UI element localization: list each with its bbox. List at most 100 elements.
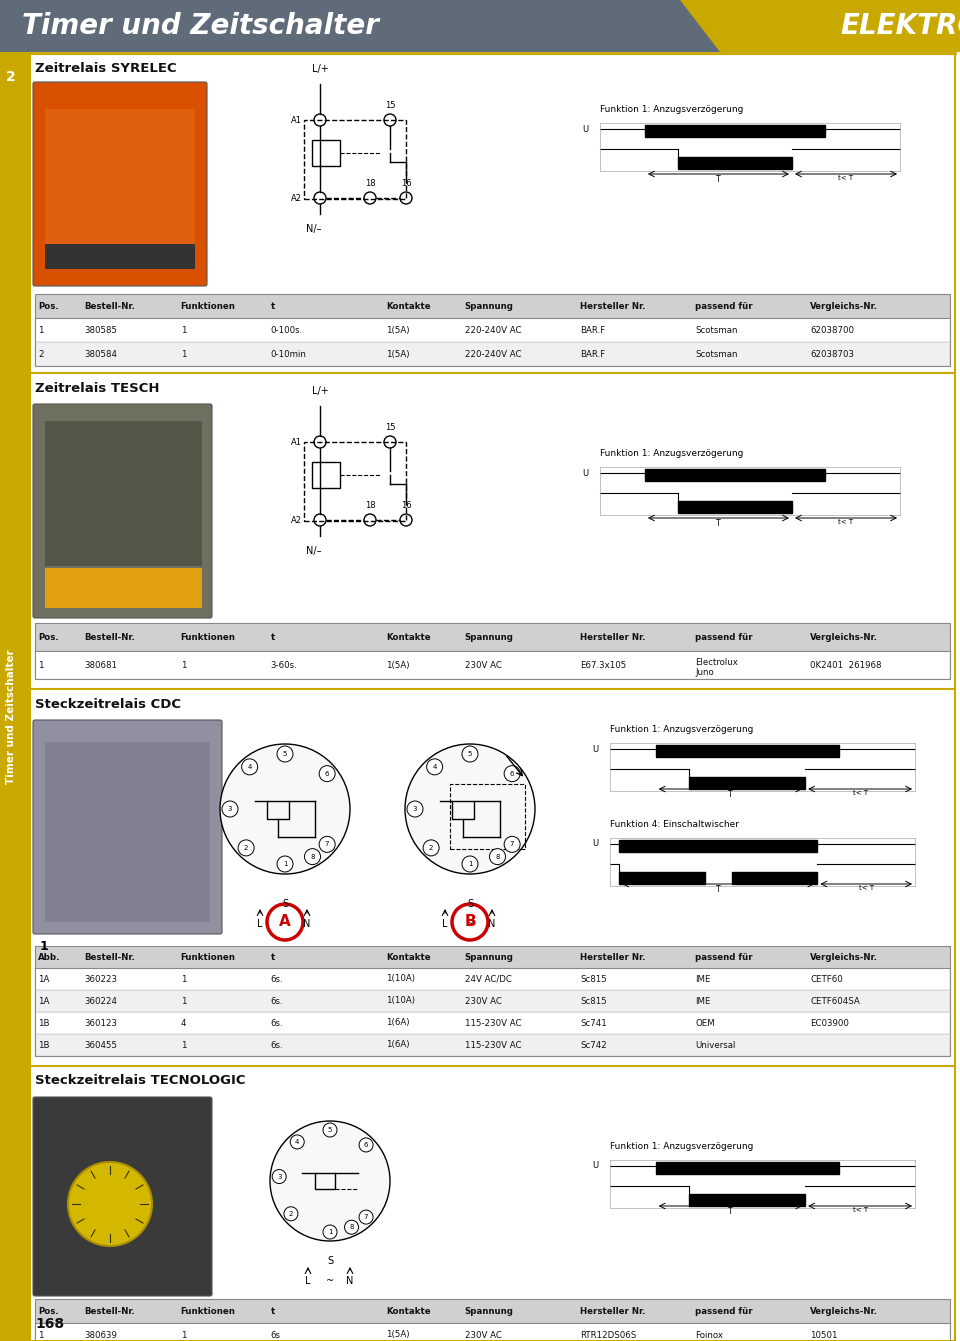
Bar xyxy=(35,342,950,366)
Bar xyxy=(304,443,406,522)
Text: Kontakte: Kontakte xyxy=(386,1306,430,1316)
Text: 380681: 380681 xyxy=(84,661,117,669)
Circle shape xyxy=(304,849,321,865)
Text: Pos.: Pos. xyxy=(38,1306,59,1316)
Text: A1: A1 xyxy=(291,437,302,447)
Text: RTR12DS06S: RTR12DS06S xyxy=(580,1330,636,1340)
Text: Zeitrelais SYRELEC: Zeitrelais SYRELEC xyxy=(35,62,177,75)
Bar xyxy=(315,1173,335,1189)
Text: 0-10min: 0-10min xyxy=(271,350,306,358)
Text: t< T: t< T xyxy=(852,790,868,797)
Text: t: t xyxy=(271,952,275,961)
Circle shape xyxy=(407,801,423,817)
Text: 360224: 360224 xyxy=(84,996,117,1006)
Text: 7: 7 xyxy=(510,841,515,848)
Text: 230V AC: 230V AC xyxy=(465,1330,502,1340)
Text: passend für: passend für xyxy=(695,302,753,311)
Text: T: T xyxy=(716,174,721,184)
Bar xyxy=(35,650,950,679)
Text: 18: 18 xyxy=(365,178,375,188)
Text: 115-230V AC: 115-230V AC xyxy=(465,1019,521,1027)
Text: 168: 168 xyxy=(35,1317,64,1332)
Bar xyxy=(689,1193,805,1206)
Circle shape xyxy=(423,839,439,856)
Text: N/–: N/– xyxy=(306,224,322,233)
Bar xyxy=(656,1163,839,1173)
Text: Vergleichs-Nr.: Vergleichs-Nr. xyxy=(810,633,878,641)
Text: Steckzeitrelais TECNOLOGIC: Steckzeitrelais TECNOLOGIC xyxy=(35,1074,246,1088)
Text: t< T: t< T xyxy=(852,1207,868,1214)
Text: 1: 1 xyxy=(38,661,43,669)
Text: 1(5A): 1(5A) xyxy=(386,1330,409,1340)
Text: BAR.F: BAR.F xyxy=(580,326,605,334)
Circle shape xyxy=(405,744,535,874)
Text: IME: IME xyxy=(695,996,710,1006)
Text: Hersteller Nr.: Hersteller Nr. xyxy=(580,952,645,961)
Text: L: L xyxy=(305,1277,311,1286)
Text: 230V AC: 230V AC xyxy=(465,996,502,1006)
Text: 1B: 1B xyxy=(38,1019,50,1027)
Circle shape xyxy=(270,1121,390,1240)
Text: 1(5A): 1(5A) xyxy=(386,661,409,669)
Text: Sc742: Sc742 xyxy=(580,1041,607,1050)
Circle shape xyxy=(323,1224,337,1239)
Text: Funktion 1: Anzugsverzögerung: Funktion 1: Anzugsverzögerung xyxy=(610,725,754,734)
Bar xyxy=(22,52,30,1341)
Text: 1: 1 xyxy=(468,861,472,868)
Circle shape xyxy=(222,801,238,817)
Text: Funktionen: Funktionen xyxy=(180,952,235,961)
Text: 5: 5 xyxy=(283,751,287,758)
Text: passend für: passend für xyxy=(695,1306,753,1316)
Text: 1(5A): 1(5A) xyxy=(386,350,409,358)
Text: L/+: L/+ xyxy=(312,386,328,396)
Text: 2: 2 xyxy=(6,70,16,84)
Text: 62038700: 62038700 xyxy=(810,326,854,334)
Bar xyxy=(35,318,950,342)
Bar xyxy=(0,0,960,52)
Text: Bestell-Nr.: Bestell-Nr. xyxy=(84,633,135,641)
Bar xyxy=(645,469,825,481)
Text: 6s: 6s xyxy=(271,1330,280,1340)
Text: S: S xyxy=(282,898,288,909)
Text: U: U xyxy=(582,125,588,134)
Text: 6: 6 xyxy=(364,1143,369,1148)
Text: 1(10A): 1(10A) xyxy=(386,975,415,983)
Text: 380639: 380639 xyxy=(84,1330,117,1340)
Text: L: L xyxy=(443,919,447,929)
Text: U: U xyxy=(592,839,598,849)
Text: 220-240V AC: 220-240V AC xyxy=(465,326,521,334)
Bar xyxy=(312,139,340,166)
Bar xyxy=(35,1299,950,1341)
Text: Kontakte: Kontakte xyxy=(386,633,430,641)
Text: A2: A2 xyxy=(291,193,302,202)
Text: 7: 7 xyxy=(324,841,329,848)
Text: 16: 16 xyxy=(400,178,411,188)
Circle shape xyxy=(319,837,335,853)
Text: 6s.: 6s. xyxy=(271,1041,283,1050)
Bar xyxy=(45,244,195,270)
Text: Foinox: Foinox xyxy=(695,1330,723,1340)
Text: Sc815: Sc815 xyxy=(580,975,607,983)
Text: 380584: 380584 xyxy=(84,350,117,358)
Text: ~: ~ xyxy=(466,919,474,929)
Text: 2: 2 xyxy=(289,1211,293,1216)
Bar xyxy=(645,125,825,137)
Text: Electrolux: Electrolux xyxy=(695,657,738,666)
Text: 15: 15 xyxy=(385,422,396,432)
Bar xyxy=(732,872,817,884)
Text: Vergleichs-Nr.: Vergleichs-Nr. xyxy=(810,952,878,961)
Bar xyxy=(45,109,195,270)
Text: 3-60s.: 3-60s. xyxy=(271,661,298,669)
Text: CETF604SA: CETF604SA xyxy=(810,996,860,1006)
Polygon shape xyxy=(680,0,960,52)
Bar xyxy=(35,990,950,1012)
Text: B: B xyxy=(465,915,476,929)
Text: 1: 1 xyxy=(180,350,186,358)
Text: t: t xyxy=(271,302,275,311)
Text: 1: 1 xyxy=(180,996,186,1006)
Text: 1: 1 xyxy=(283,861,287,868)
Text: 1B: 1B xyxy=(38,1041,50,1050)
Text: N/–: N/– xyxy=(306,546,322,557)
Text: 1(10A): 1(10A) xyxy=(386,996,415,1006)
Text: 1(5A): 1(5A) xyxy=(386,326,409,334)
